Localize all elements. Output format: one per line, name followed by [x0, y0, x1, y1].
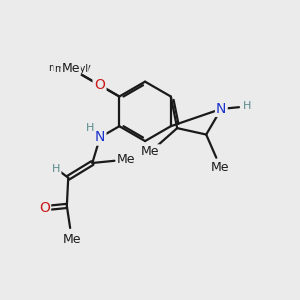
Text: methoxy: methoxy [49, 63, 91, 73]
Text: H: H [86, 123, 95, 133]
Text: Me: Me [63, 232, 81, 246]
Text: H: H [52, 164, 61, 174]
Text: O: O [39, 201, 50, 215]
Text: O: O [94, 78, 106, 92]
Text: N: N [216, 102, 226, 116]
Text: O: O [94, 78, 105, 92]
Text: methyl: methyl [54, 64, 88, 74]
Text: N: N [216, 102, 226, 116]
Text: Me: Me [141, 145, 160, 158]
Text: N: N [95, 130, 105, 144]
Text: Me: Me [116, 153, 135, 166]
Text: H: H [243, 101, 251, 111]
Text: N: N [95, 130, 105, 144]
Text: Me: Me [62, 62, 80, 75]
Text: Me: Me [211, 161, 230, 174]
Text: O: O [94, 78, 105, 92]
